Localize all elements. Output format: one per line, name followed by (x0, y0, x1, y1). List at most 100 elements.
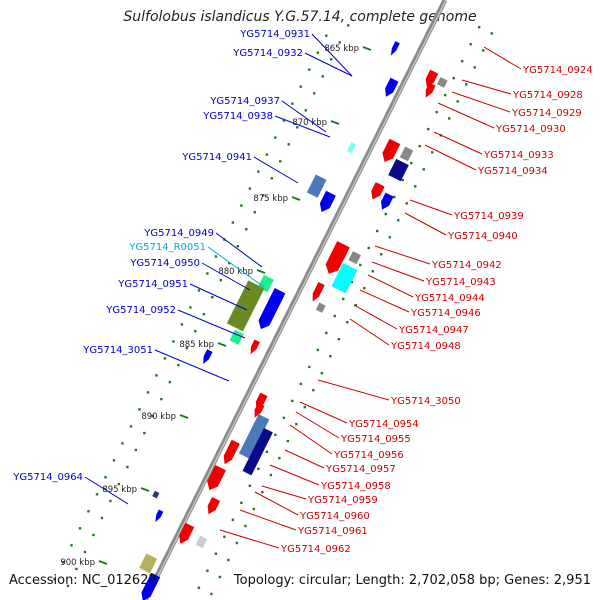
track-dot (146, 391, 150, 394)
callout-lines (84, 33, 522, 549)
track-dot (214, 552, 218, 555)
track-dot (274, 433, 277, 437)
gene-label: YG5714_0950 (129, 258, 200, 269)
callout-line (404, 212, 447, 236)
track-dot (223, 535, 226, 538)
track-dot (240, 204, 243, 207)
track-dot (279, 160, 282, 163)
track-dot (444, 93, 447, 97)
callout-line (295, 411, 340, 439)
track-dot (210, 592, 213, 596)
track-dot (397, 219, 400, 222)
track-dot (393, 195, 396, 199)
track-dot (218, 575, 222, 579)
topology-text: Topology: circular; Length: 2,702,058 bp… (233, 573, 591, 588)
track-dot (240, 501, 243, 504)
gene-arrow (385, 77, 399, 97)
callout-line (371, 261, 425, 282)
gene-box (306, 174, 327, 198)
callout-line (201, 262, 251, 291)
track-dot (338, 41, 341, 44)
track-dot (112, 459, 116, 462)
gene-label: YG5714_0930 (495, 124, 566, 135)
track-dot (138, 408, 141, 411)
gene-label: YG5714_0956 (333, 450, 404, 461)
gene-box (139, 553, 158, 574)
track-dot (376, 229, 379, 233)
accession-text: Accession: NC_012622 (9, 573, 157, 588)
gene-label: YG5714_0944 (414, 293, 485, 304)
track-dot (384, 212, 387, 216)
kbp-ticks: 865 kbp 870 kbp 875 kbp 880 kbp 885 kbp 890 k… (60, 44, 372, 568)
track-dot (414, 185, 417, 188)
track-dot (78, 527, 82, 530)
callout-line (359, 289, 410, 313)
track-dot (303, 405, 307, 409)
track-dot (330, 58, 333, 61)
track-dot (363, 287, 366, 290)
track-dot (257, 170, 260, 173)
track-dot (104, 476, 107, 479)
gene-label: YG5714_0959 (307, 495, 378, 506)
track-dot (151, 414, 155, 418)
track-dot (337, 337, 341, 341)
track-dot (177, 363, 180, 367)
track-dot (265, 153, 269, 156)
track-dot (448, 117, 451, 120)
track-dot (481, 49, 485, 52)
gene-box (436, 77, 448, 88)
track-dot (410, 161, 413, 165)
gene-box (238, 414, 270, 459)
callout-line (261, 485, 307, 500)
track-dot (231, 518, 235, 521)
track-dot (252, 507, 256, 511)
track-dot (456, 100, 459, 103)
gene-arrow (381, 192, 394, 210)
kbp-tick-label: 875 kbp (253, 194, 288, 204)
track-dot (435, 110, 438, 114)
track-dot (371, 270, 374, 273)
callout-line (284, 449, 325, 469)
gene-arrow (141, 572, 161, 600)
gene-arrow (319, 190, 336, 213)
gene-label: YG5714_0929 (511, 108, 582, 119)
callout-line (311, 33, 353, 77)
map-title: Sulfolobus islandicus Y.G.57.14, complet… (123, 9, 477, 25)
track-dot (143, 431, 146, 435)
callout-line (299, 401, 348, 424)
track-dot (469, 42, 472, 46)
track-dot (236, 245, 239, 248)
track-dot (269, 473, 273, 477)
track-dot (87, 510, 90, 513)
callout-line (189, 283, 248, 311)
kbp-tick-mark (330, 120, 340, 125)
callout-line (461, 79, 512, 95)
track-dot (329, 354, 332, 358)
kbp-tick-mark (362, 46, 372, 51)
callout-line (253, 156, 299, 184)
track-dot (262, 194, 265, 197)
gene-arrow (203, 349, 213, 365)
track-dot (465, 83, 468, 86)
gene-arrow (312, 286, 323, 302)
track-dot (231, 221, 235, 224)
callout-line (215, 232, 263, 268)
kbp-tick-mark (179, 414, 189, 419)
gene-label: YG5714_0924 (522, 65, 593, 76)
gene-label: YG5714_0938 (202, 111, 273, 122)
callout-line (409, 199, 453, 216)
track-dot (109, 499, 112, 503)
track-dot (53, 578, 56, 581)
kbp-tick-label: 900 kbp (60, 558, 95, 568)
track-dot (477, 25, 481, 29)
kbp-tick-label: 895 kbp (102, 485, 137, 495)
gene-box (315, 302, 326, 313)
callout-line (281, 100, 327, 133)
track-dot (235, 541, 239, 545)
track-dot (350, 280, 353, 284)
track-dot (211, 295, 214, 299)
gene-arrow (425, 69, 439, 87)
track-dot (308, 68, 311, 71)
gene-arrow (207, 465, 226, 491)
